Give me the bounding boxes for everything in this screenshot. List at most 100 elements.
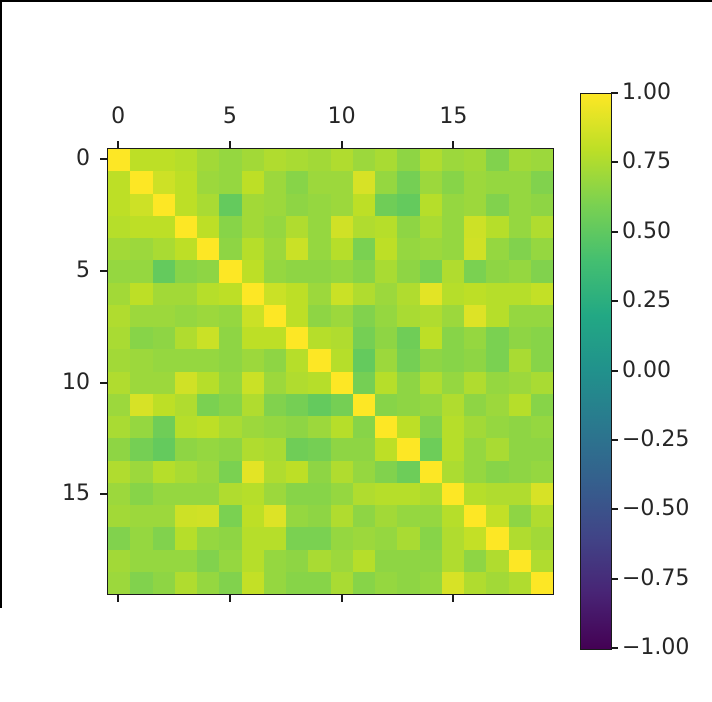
heatmap-cell xyxy=(286,393,309,416)
heatmap-cell xyxy=(464,215,487,238)
heatmap-cell xyxy=(375,416,398,439)
heatmap-cell xyxy=(108,371,131,394)
heatmap-cell xyxy=(375,571,398,594)
heatmap-cell xyxy=(530,215,553,238)
heatmap-cell xyxy=(419,505,442,528)
heatmap-cell xyxy=(286,438,309,461)
heatmap-cell xyxy=(330,260,353,283)
heatmap-cell xyxy=(352,349,375,372)
heatmap-cell xyxy=(174,371,197,394)
heatmap-cell xyxy=(308,505,331,528)
heatmap-cell xyxy=(174,527,197,550)
heatmap-cell xyxy=(241,416,264,439)
heatmap-cell xyxy=(219,238,242,261)
heatmap-cell xyxy=(464,527,487,550)
heatmap-cell xyxy=(263,527,286,550)
heatmap-cell xyxy=(530,282,553,305)
x-tick-mark-top xyxy=(340,141,343,148)
heatmap-cell xyxy=(263,438,286,461)
heatmap-cell xyxy=(375,482,398,505)
heatmap-cell xyxy=(375,238,398,261)
heatmap-cell xyxy=(419,549,442,572)
heatmap-cell xyxy=(152,304,175,327)
x-tick-mark-top xyxy=(117,141,120,148)
heatmap-cell xyxy=(419,304,442,327)
heatmap-cell xyxy=(130,260,153,283)
heatmap-cell xyxy=(530,238,553,261)
heatmap-cell xyxy=(419,327,442,350)
heatmap-cell xyxy=(241,215,264,238)
heatmap-cell xyxy=(530,260,553,283)
heatmap-cell xyxy=(330,193,353,216)
heatmap-cell xyxy=(397,193,420,216)
heatmap-cell xyxy=(152,549,175,572)
heatmap-cell xyxy=(508,527,531,550)
heatmap-cell xyxy=(352,505,375,528)
heatmap-cell xyxy=(375,215,398,238)
heatmap-cell xyxy=(197,171,220,194)
heatmap-cell xyxy=(419,238,442,261)
heatmap-cell xyxy=(152,527,175,550)
heatmap-cell xyxy=(508,349,531,372)
heatmap-cell xyxy=(130,371,153,394)
heatmap-cell xyxy=(108,549,131,572)
heatmap-cell xyxy=(464,282,487,305)
heatmap-cell xyxy=(286,460,309,483)
heatmap-cell xyxy=(464,505,487,528)
heatmap-cell xyxy=(330,215,353,238)
heatmap-cell xyxy=(308,460,331,483)
heatmap-cell xyxy=(464,549,487,572)
colorbar-tick-label: −0.75 xyxy=(622,565,690,591)
heatmap-cell xyxy=(197,215,220,238)
heatmap-cell xyxy=(419,393,442,416)
heatmap-cell xyxy=(219,371,242,394)
heatmap-cell xyxy=(441,549,464,572)
heatmap-cell xyxy=(174,282,197,305)
heatmap-cell xyxy=(375,549,398,572)
heatmap-cell xyxy=(308,304,331,327)
heatmap-cell xyxy=(263,460,286,483)
heatmap-cell xyxy=(375,304,398,327)
heatmap-cell xyxy=(330,149,353,172)
heatmap-cell xyxy=(263,238,286,261)
x-tick-mark-bottom xyxy=(117,595,120,602)
heatmap-cell xyxy=(241,327,264,350)
heatmap-cell xyxy=(375,393,398,416)
heatmap-cell xyxy=(330,282,353,305)
heatmap-cell xyxy=(286,482,309,505)
heatmap-cell xyxy=(152,171,175,194)
colorbar-tick-mark xyxy=(611,300,618,303)
heatmap-cell xyxy=(130,527,153,550)
heatmap-cell xyxy=(397,371,420,394)
heatmap-cell xyxy=(108,460,131,483)
heatmap-plot xyxy=(107,148,554,595)
heatmap-cell xyxy=(352,193,375,216)
heatmap-cell xyxy=(464,393,487,416)
heatmap-cell xyxy=(397,416,420,439)
heatmap-cell xyxy=(174,304,197,327)
heatmap-cell xyxy=(241,571,264,594)
heatmap-cell xyxy=(441,215,464,238)
heatmap-cell xyxy=(286,304,309,327)
heatmap-cell xyxy=(286,260,309,283)
heatmap-cell xyxy=(441,460,464,483)
heatmap-cell xyxy=(152,482,175,505)
heatmap-cell xyxy=(152,371,175,394)
heatmap-cell xyxy=(219,527,242,550)
heatmap-cell xyxy=(397,282,420,305)
heatmap-cell xyxy=(486,349,509,372)
heatmap-cell xyxy=(219,260,242,283)
heatmap-cell xyxy=(263,371,286,394)
heatmap-cell xyxy=(464,438,487,461)
heatmap-cell xyxy=(352,304,375,327)
heatmap-cell xyxy=(508,193,531,216)
heatmap-cell xyxy=(308,393,331,416)
heatmap-cell xyxy=(441,416,464,439)
colorbar-tick-mark xyxy=(611,508,618,511)
heatmap-cell xyxy=(263,505,286,528)
heatmap-cell xyxy=(352,416,375,439)
heatmap-cell xyxy=(530,438,553,461)
heatmap-cell xyxy=(130,304,153,327)
heatmap-cell xyxy=(152,327,175,350)
